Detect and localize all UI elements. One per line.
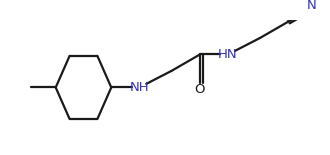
Text: N: N <box>306 0 316 12</box>
Text: NH: NH <box>129 81 149 94</box>
Text: O: O <box>195 83 205 96</box>
Text: HN: HN <box>218 48 238 61</box>
